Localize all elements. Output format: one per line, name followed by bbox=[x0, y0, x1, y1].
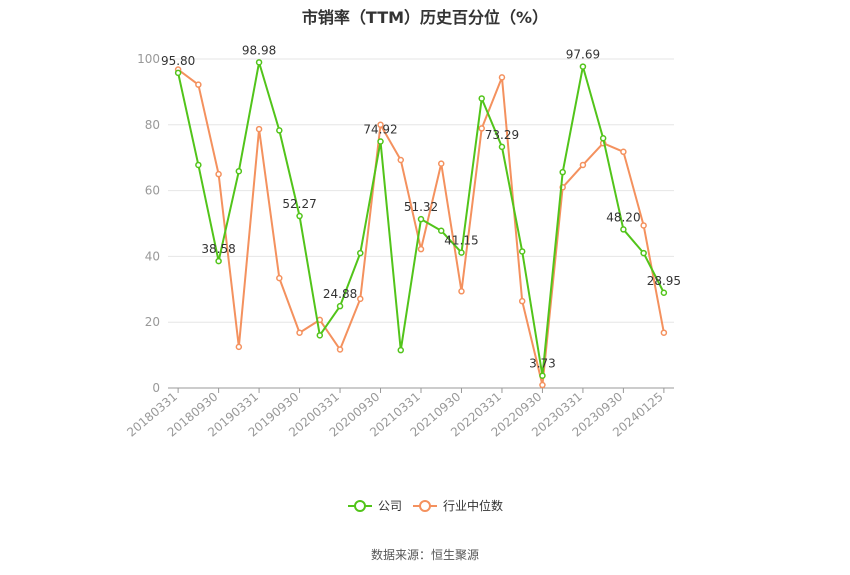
company-point bbox=[539, 372, 546, 379]
company-point bbox=[316, 332, 324, 339]
y-tick-label: 100 bbox=[137, 52, 160, 66]
legend-label-industry: 行业中位数 bbox=[443, 498, 503, 513]
company-point bbox=[235, 167, 243, 175]
data-label: 73.29 bbox=[485, 128, 519, 142]
industry-point bbox=[417, 245, 425, 253]
industry-point bbox=[579, 161, 587, 169]
industry-point bbox=[437, 160, 445, 167]
company-point bbox=[296, 212, 303, 220]
data-label: 98.98 bbox=[242, 43, 276, 57]
company-point bbox=[640, 249, 647, 257]
data-label: 97.69 bbox=[566, 48, 600, 62]
y-tick-label: 20 bbox=[145, 315, 160, 329]
company-point bbox=[255, 59, 263, 66]
industry-point bbox=[660, 329, 668, 336]
company-point bbox=[599, 135, 607, 142]
data-label: 38.58 bbox=[201, 242, 235, 256]
legend-item-company[interactable]: 公司 bbox=[348, 499, 402, 513]
company-point bbox=[498, 143, 506, 151]
company-point bbox=[174, 69, 182, 77]
industry-point bbox=[235, 343, 243, 351]
industry-point bbox=[498, 74, 506, 81]
industry-point bbox=[377, 121, 384, 129]
company-point bbox=[660, 289, 668, 297]
data-label: 95.80 bbox=[161, 54, 195, 68]
y-tick-label: 40 bbox=[145, 249, 160, 263]
industry-point bbox=[357, 295, 364, 303]
company-point bbox=[397, 346, 405, 354]
company-point bbox=[478, 95, 485, 102]
industry-point bbox=[296, 329, 303, 336]
data-label: 24.88 bbox=[323, 287, 357, 301]
company-point bbox=[620, 226, 627, 233]
data-label: 28.95 bbox=[647, 274, 681, 288]
gridlines bbox=[168, 58, 674, 323]
company-point bbox=[559, 168, 566, 176]
industry-point bbox=[336, 346, 344, 353]
company-point bbox=[579, 63, 587, 70]
company-point bbox=[518, 248, 526, 255]
data-label: 74.92 bbox=[363, 123, 397, 137]
company-point bbox=[417, 215, 425, 223]
industry-point bbox=[640, 222, 647, 229]
industry-point bbox=[518, 297, 526, 305]
data-label: 48.20 bbox=[606, 210, 640, 224]
company-point bbox=[215, 257, 222, 265]
company-point bbox=[336, 302, 344, 310]
x-axis: 2018033120180930201903312019093020200331… bbox=[124, 387, 674, 440]
company-point bbox=[458, 249, 465, 256]
industry-point bbox=[620, 148, 627, 156]
data-label: 51.32 bbox=[404, 200, 438, 214]
legend-label-company: 公司 bbox=[378, 499, 402, 513]
legend-marker-industry bbox=[419, 500, 431, 512]
company-point bbox=[377, 138, 384, 145]
industry-point bbox=[276, 274, 283, 282]
industry-point bbox=[458, 288, 465, 295]
series-lines bbox=[174, 59, 668, 389]
chart-title: 市销率（TTM）历史百分位（%） bbox=[301, 8, 549, 27]
data-source: 数据来源：恒生聚源 bbox=[370, 548, 479, 562]
legend-item-industry[interactable]: 行业中位数 bbox=[413, 498, 503, 513]
y-axis: 0 20 40 60 80 100 bbox=[137, 52, 160, 395]
data-label: 41.15 bbox=[444, 234, 478, 248]
legend: 公司 行业中位数 bbox=[348, 498, 503, 513]
data-label: 52.27 bbox=[282, 197, 316, 211]
company-point bbox=[357, 249, 364, 257]
industry-point bbox=[539, 381, 546, 389]
industry-point bbox=[215, 170, 222, 178]
company-point bbox=[437, 227, 445, 234]
legend-marker-company bbox=[354, 500, 366, 512]
industry-point bbox=[195, 81, 202, 88]
y-tick-label: 0 bbox=[152, 381, 160, 395]
industry-point bbox=[255, 125, 263, 133]
y-tick-label: 60 bbox=[145, 184, 160, 198]
y-tick-label: 80 bbox=[145, 118, 160, 132]
data-label: 3.73 bbox=[529, 357, 556, 371]
industry-point bbox=[478, 125, 485, 132]
industry-point bbox=[397, 156, 405, 164]
company-point bbox=[195, 161, 202, 169]
company-point bbox=[276, 127, 283, 134]
industry-series-line bbox=[177, 68, 665, 387]
data-labels: 95.80 38.58 98.98 52.27 24.88 74.92 51.32 41.15… bbox=[161, 43, 681, 370]
